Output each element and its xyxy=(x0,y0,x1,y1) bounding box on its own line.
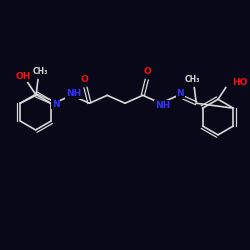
Text: OH: OH xyxy=(15,72,30,81)
Text: O: O xyxy=(144,67,152,76)
Text: HO: HO xyxy=(232,78,247,87)
Text: N: N xyxy=(176,89,184,98)
Text: NH: NH xyxy=(155,101,170,110)
Text: CH₃: CH₃ xyxy=(184,75,200,84)
Text: N: N xyxy=(52,100,60,109)
Text: O: O xyxy=(80,75,88,84)
Text: CH₃: CH₃ xyxy=(32,67,48,76)
Text: NH: NH xyxy=(66,89,81,98)
